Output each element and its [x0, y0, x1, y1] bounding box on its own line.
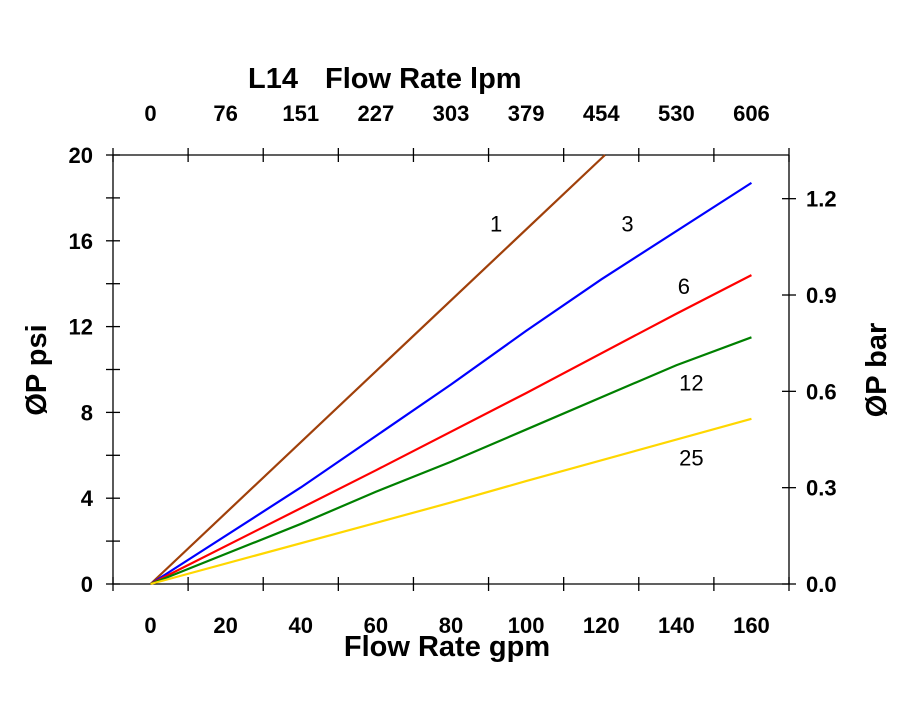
x2-tick-label: 379: [508, 101, 545, 126]
x-tick-label: 120: [583, 613, 620, 638]
series-line-12: [150, 336, 752, 586]
y2-tick-label: 0.9: [806, 283, 837, 308]
x2-tick-label: 151: [282, 101, 319, 126]
x-tick-label: 140: [658, 613, 695, 638]
series-label-25: 25: [679, 445, 703, 470]
y-tick-label: 8: [81, 400, 93, 425]
x-tick-label: 100: [508, 613, 545, 638]
y-tick-label: 16: [69, 229, 93, 254]
top-axis-label: Flow Rate lpm: [325, 63, 522, 95]
x-tick-label: 160: [733, 613, 770, 638]
x2-tick-label: 227: [358, 101, 395, 126]
series-line-1: [149, 154, 606, 585]
series-label-1: 1: [490, 212, 502, 237]
x-tick-label: 20: [213, 613, 237, 638]
x-tick-label: 0: [144, 613, 156, 638]
series-label-3: 3: [621, 212, 633, 237]
y2-tick-label: 0.3: [806, 476, 837, 501]
y2-tick-label: 0.6: [806, 379, 837, 404]
y2-tick-label: 1.2: [806, 187, 837, 212]
series-label-6: 6: [678, 274, 690, 299]
x-tick-label: 40: [289, 613, 313, 638]
x2-tick-label: 76: [213, 101, 237, 126]
y2-axis-label: ØP bar: [861, 323, 893, 418]
series-line-6: [150, 274, 752, 585]
x2-tick-label: 0: [144, 101, 156, 126]
x2-tick-label: 606: [733, 101, 770, 126]
y-tick-label: 4: [81, 486, 94, 511]
y2-tick-label: 0.0: [806, 572, 837, 597]
x2-tick-label: 530: [658, 101, 695, 126]
x-tick-label: 80: [439, 613, 463, 638]
series-label-12: 12: [679, 370, 703, 395]
chart-title: L14: [248, 63, 298, 95]
y-tick-label: 0: [81, 572, 93, 597]
x2-tick-label: 303: [433, 101, 470, 126]
y-tick-label: 12: [69, 315, 93, 340]
x2-tick-label: 454: [583, 101, 620, 126]
y-tick-label: 20: [69, 143, 93, 168]
series-line-25: [150, 417, 752, 586]
x-tick-label: 60: [364, 613, 388, 638]
series-line-3: [149, 181, 753, 585]
y-axis-label: ØP psi: [21, 324, 53, 415]
x-axis-label: Flow Rate gpm: [344, 631, 550, 663]
